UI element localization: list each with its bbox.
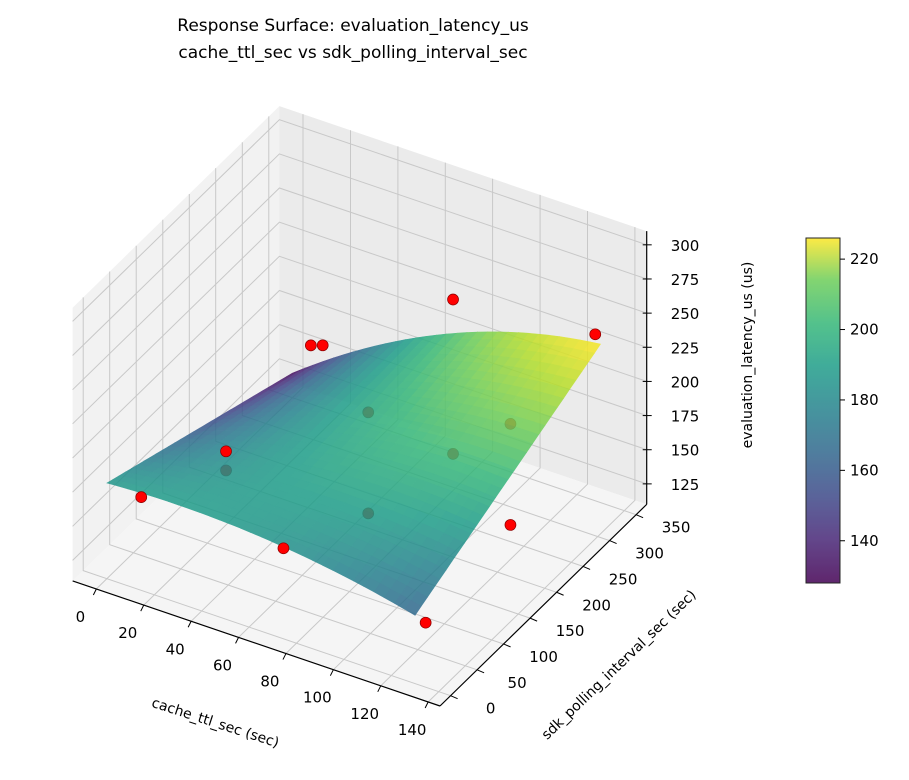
z-grid-line [72,187,647,391]
z-tick-label: 250 [671,305,700,323]
observed-point [135,491,148,503]
y-tick [450,695,458,700]
y-tick-label: 200 [582,596,611,614]
x-tick [377,685,382,693]
x-tick-label: 20 [118,624,137,642]
x-tick [92,588,97,596]
x-tick-label: 0 [76,608,86,626]
z-tick-label: 275 [671,271,700,289]
y-grid-line [82,297,451,697]
observed-point [305,339,317,352]
colorbar: 140 160 180 200 220 [805,237,879,584]
observed-points-front [135,293,459,629]
observed-point [419,616,432,629]
z-tick-label: 225 [671,339,700,357]
colorbar-tick-label: 140 [850,532,879,550]
y-tick-label: 50 [508,674,527,692]
x-tick [140,604,145,612]
x-tick [235,637,239,644]
x-tick [282,653,287,660]
z-tick-label: 125 [671,476,700,494]
y-tick [529,617,538,622]
chart-subtitle: cache_ttl_sec vs sdk_polling_interval_se… [178,43,527,63]
y-tick-label: 350 [662,519,691,537]
y-tick [635,514,644,519]
observed-point [220,445,232,458]
x-tick-label: 80 [260,673,279,691]
x-tick-label: 60 [213,656,232,674]
x-grid-line [380,211,588,687]
y-tick-label: 300 [635,545,664,563]
colorbar-tick-label: 180 [850,391,879,409]
y-tick [476,669,485,674]
x-tick [187,621,192,628]
chart-title: Response Surface: evaluation_latency_us [177,16,529,36]
y-grid-line [135,245,504,645]
y-tick [503,643,511,648]
x-axis-line [72,580,441,707]
z-grid-line [72,119,647,322]
x-tick-label: 100 [303,689,332,707]
axes: 0204060801001201400501001502002503003501… [72,231,700,739]
colorbar-tick-label: 200 [850,321,879,339]
observed-point [504,519,517,531]
observed-point [589,328,602,341]
colorbar-tick-label: 220 [850,250,879,268]
x-tick [424,701,429,709]
observed-point [316,339,329,352]
z-grid-line [72,153,647,356]
y-tick [582,565,591,570]
response-surface [106,331,601,616]
z-tick-label: 300 [671,237,700,255]
x-tick-label: 140 [398,721,427,739]
z-tick-label: 150 [671,442,700,460]
x-axis-label: cache_ttl_sec (sec) [150,695,281,751]
y-tick-label: 0 [486,700,496,718]
x-tick-label: 120 [350,705,379,723]
z-tick-label: 175 [671,408,700,426]
x-tick-label: 40 [166,640,185,658]
y-tick-label: 100 [529,648,558,666]
y-tick-label: 150 [556,622,585,640]
z-grid-line [72,221,647,425]
colorbar-tick-label: 160 [850,461,879,479]
y-grid-line [109,271,478,671]
colorbar-gradient [805,237,841,584]
y-tick [609,540,617,545]
y-tick [556,591,564,596]
surface-facet [404,600,422,616]
x-tick [329,669,334,676]
z-axis-label: evaluation_latency_us (us) [740,262,756,449]
observed-point [447,293,459,306]
x-grid-line [427,227,636,703]
y-axis-label: sdk_polling_interval_sec (sec) [539,587,700,743]
z-tick-label: 200 [671,373,700,391]
left-pane [72,106,280,581]
observed-point [277,542,290,555]
y-tick-label: 250 [609,570,638,588]
y-axis-line [439,503,648,707]
